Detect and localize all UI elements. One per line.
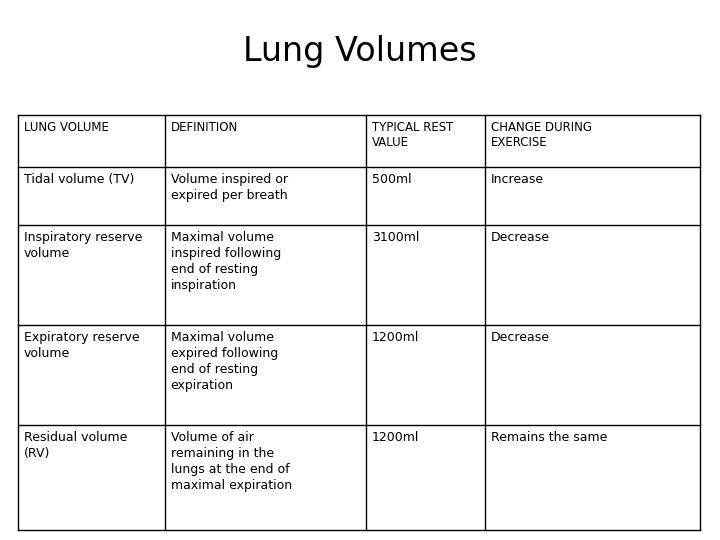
- Text: Volume inspired or
expired per breath: Volume inspired or expired per breath: [171, 173, 287, 202]
- Text: LUNG VOLUME: LUNG VOLUME: [24, 121, 109, 134]
- Text: 3100ml: 3100ml: [372, 231, 419, 244]
- Text: Maximal volume
expired following
end of resting
expiration: Maximal volume expired following end of …: [171, 331, 278, 392]
- Text: Inspiratory reserve
volume: Inspiratory reserve volume: [24, 231, 143, 260]
- Text: Decrease: Decrease: [491, 231, 550, 244]
- Text: DEFINITION: DEFINITION: [171, 121, 238, 134]
- Text: 500ml: 500ml: [372, 173, 411, 186]
- Text: Decrease: Decrease: [491, 331, 550, 344]
- Text: Remains the same: Remains the same: [491, 431, 608, 444]
- Text: TYPICAL REST
VALUE: TYPICAL REST VALUE: [372, 121, 453, 149]
- Text: Tidal volume (TV): Tidal volume (TV): [24, 173, 135, 186]
- Text: Expiratory reserve
volume: Expiratory reserve volume: [24, 331, 140, 360]
- Text: Increase: Increase: [491, 173, 544, 186]
- Text: Maximal volume
inspired following
end of resting
inspiration: Maximal volume inspired following end of…: [171, 231, 281, 292]
- Text: Residual volume
(RV): Residual volume (RV): [24, 431, 127, 460]
- Text: 1200ml: 1200ml: [372, 431, 419, 444]
- Text: CHANGE DURING
EXERCISE: CHANGE DURING EXERCISE: [491, 121, 592, 149]
- Text: Volume of air
remaining in the
lungs at the end of
maximal expiration: Volume of air remaining in the lungs at …: [171, 431, 292, 492]
- Text: Lung Volumes: Lung Volumes: [243, 36, 477, 69]
- Text: 1200ml: 1200ml: [372, 331, 419, 344]
